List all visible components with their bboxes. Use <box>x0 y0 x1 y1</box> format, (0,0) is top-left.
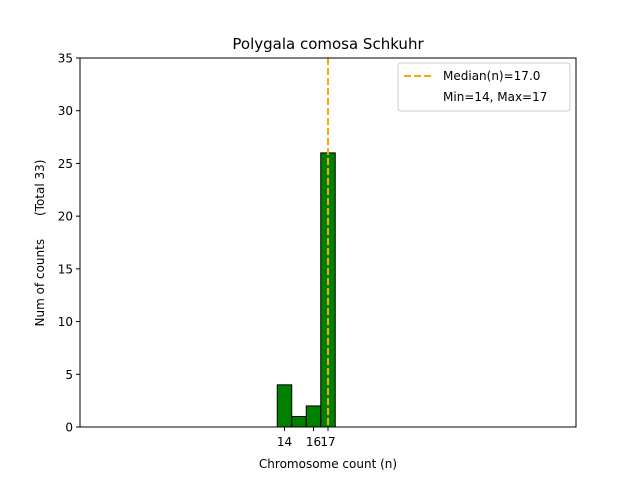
x-tick-label-17: 17 <box>320 435 335 449</box>
y-tick-label-5: 5 <box>65 368 73 382</box>
x-tick-label-16: 16 <box>306 435 321 449</box>
y-axis-label: Num of counts (Total 33) <box>33 160 47 327</box>
bar-14 <box>276 384 293 428</box>
y-tick-label-10: 10 <box>58 315 73 329</box>
y-tick-label-35: 35 <box>58 52 73 66</box>
x-tick-label-14: 14 <box>277 435 292 449</box>
bar-16 <box>305 405 322 428</box>
y-tick-label-25: 25 <box>58 157 73 171</box>
legend-entry-median: Median(n)=17.0 <box>443 69 540 83</box>
chart-title: Polygala comosa Schkuhr <box>232 35 424 53</box>
y-tick-label-0: 0 <box>65 421 73 435</box>
x-axis-ticks: 14 16 17 <box>277 427 336 449</box>
legend: Median(n)=17.0 Min=14, Max=17 <box>397 62 571 112</box>
legend-box <box>397 62 571 112</box>
y-tick-label-20: 20 <box>58 210 73 224</box>
bar-15 <box>291 415 307 428</box>
y-tick-label-30: 30 <box>58 104 73 118</box>
x-axis-label: Chromosome count (n) <box>259 457 397 471</box>
legend-entry-minmax: Min=14, Max=17 <box>443 90 547 104</box>
y-axis-ticks: 0 5 10 15 20 25 30 35 <box>58 52 80 435</box>
y-tick-label-15: 15 <box>58 262 73 276</box>
bars-layer <box>80 152 373 428</box>
